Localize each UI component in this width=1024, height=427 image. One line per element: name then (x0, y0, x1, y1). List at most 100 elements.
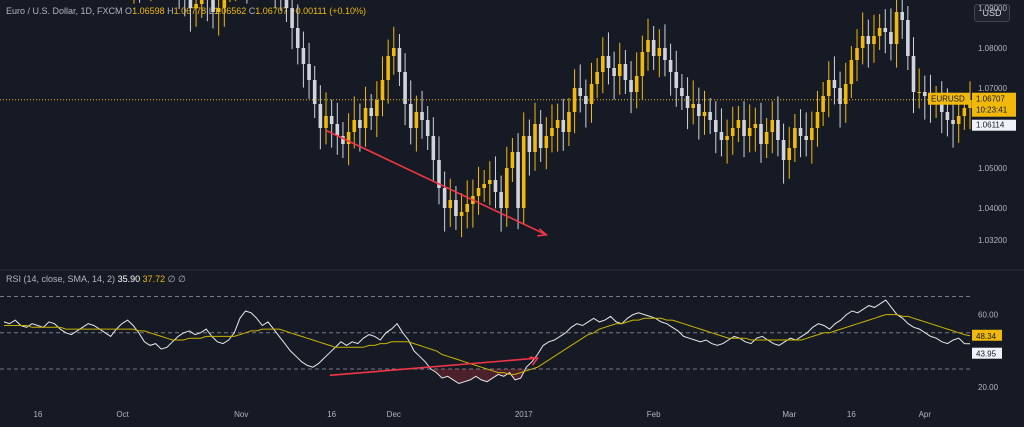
candle-body (798, 128, 803, 136)
candle-body (725, 136, 729, 140)
candle-body (216, 8, 221, 12)
candle-body (295, 28, 300, 48)
candle-body (408, 104, 413, 128)
candle-body (476, 188, 481, 196)
price-tick-label: 1.04000 (978, 204, 1007, 213)
low-label: L (208, 6, 214, 16)
candle-body (391, 48, 396, 56)
candle-body (719, 132, 724, 140)
candle-body (713, 120, 718, 132)
candle-body (640, 52, 645, 76)
candle-body (612, 68, 616, 76)
candle-body (923, 92, 927, 96)
symbol-title: Euro / U.S. Dollar, 1D, FXCM (6, 6, 123, 16)
candle-body (838, 88, 842, 104)
candle-body (335, 124, 340, 136)
candle-body (634, 76, 639, 92)
candle-body (962, 108, 967, 116)
candle-body (951, 120, 955, 124)
candle-body (199, 0, 204, 4)
candle-body (860, 36, 865, 48)
candle-body (211, 0, 215, 12)
candle-body (821, 96, 825, 112)
candle-body (369, 108, 373, 116)
candle-body (578, 88, 583, 96)
candle-body (290, 8, 294, 28)
low-value: 1.06562 (213, 6, 247, 16)
candle-body (550, 128, 554, 136)
price-trendline-arrow (537, 228, 549, 237)
candle-body (793, 128, 797, 148)
price-tick-label: 1.05000 (978, 164, 1007, 173)
candle-body (538, 124, 543, 148)
high-value: 1.06778 (173, 6, 207, 16)
rsi-label: RSI (14, close, SMA, 14, 2) (6, 274, 116, 284)
price-tick-label: 1.03200 (978, 236, 1007, 245)
candle-body (651, 40, 656, 56)
candle-body (877, 28, 882, 36)
candle-body (889, 32, 893, 44)
candle-body (894, 12, 899, 44)
candle-body (804, 136, 808, 140)
candle-body (855, 48, 859, 60)
candle-body (521, 136, 526, 208)
candle-body (222, 0, 227, 8)
rsi-line (3, 299, 971, 385)
candle-body (702, 112, 707, 116)
rsi-value-tag-bg (972, 347, 1002, 359)
candle-body (567, 112, 571, 132)
candle-body (753, 124, 758, 128)
candle-body (188, 0, 193, 8)
candle-body (900, 12, 905, 20)
low-tag: 1.06114 (976, 121, 1005, 130)
candle-body (403, 72, 407, 104)
time-axis-label: 16 (33, 410, 42, 419)
close-label: C (248, 6, 256, 16)
candle-body (420, 112, 424, 120)
price-tag-bg (972, 92, 1016, 117)
low-tag-bg (972, 119, 1016, 131)
time-axis-label: Apr (919, 410, 932, 419)
rsi-value: 35.90 (117, 274, 141, 284)
candle-body (533, 124, 537, 152)
candle-body (318, 104, 323, 128)
change-value: +0.00111 (+0.10%) (290, 6, 367, 16)
time-axis-label: Feb (647, 410, 661, 419)
candle-body (945, 112, 950, 120)
candle-body (906, 20, 910, 56)
candle-body (346, 132, 351, 144)
time-axis-label: Dec (387, 410, 401, 419)
rsi-trendline-arrow (529, 356, 539, 366)
candle-body (431, 136, 436, 160)
candle-body (911, 56, 916, 92)
candle-body (849, 60, 854, 84)
candle-body (352, 120, 357, 132)
candle-body (307, 64, 311, 80)
price-tick-label: 1.07000 (978, 84, 1007, 93)
candle-body (425, 120, 430, 136)
candle-body (764, 132, 769, 144)
candle-body (815, 112, 820, 128)
currency-button[interactable]: USD (974, 4, 1010, 22)
candle-body (883, 28, 888, 32)
candle-body (341, 136, 345, 144)
rsi-sma-tag-bg (972, 329, 1002, 341)
price-trendline (325, 129, 547, 236)
candle-body (324, 116, 328, 128)
candle-body (657, 48, 662, 56)
countdown-tag: 10:23:41 (976, 106, 1008, 115)
candle-body (663, 48, 667, 60)
candle-body (465, 204, 470, 212)
candle-body (448, 200, 453, 208)
time-axis-label: Mar (782, 410, 796, 419)
candle-body (561, 120, 566, 132)
candle-body (674, 72, 679, 88)
candle-body (826, 80, 831, 96)
price-tick-label: 1.08000 (978, 44, 1007, 53)
candle-body (284, 0, 289, 8)
candle-body (685, 96, 690, 108)
candle-body (736, 120, 741, 128)
candle-body (730, 128, 735, 136)
candle-body (646, 40, 650, 52)
